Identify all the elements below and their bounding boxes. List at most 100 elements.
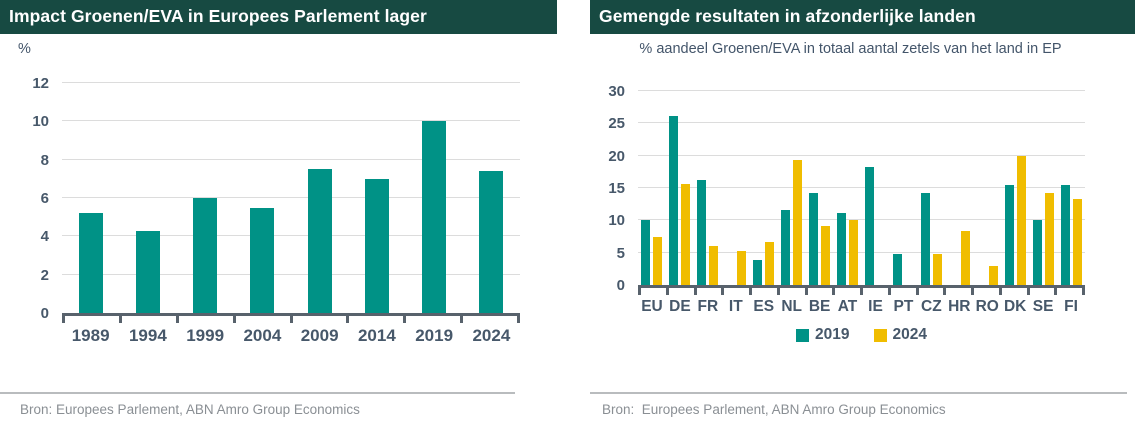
- x-axis-tick-label: 1999: [186, 326, 225, 345]
- x-axis-tick-label: IT: [728, 298, 743, 315]
- bar: [892, 253, 902, 285]
- x-axis-tick: [665, 288, 694, 295]
- x-axis-tick-label: 2019: [415, 326, 454, 345]
- gridline: [62, 158, 520, 160]
- x-axis-tick: [1054, 288, 1082, 295]
- x-axis-tick-label: 2009: [300, 326, 339, 345]
- x-axis-tick: [460, 316, 517, 323]
- bar: [697, 180, 707, 285]
- bar-group: [291, 83, 348, 313]
- bar: [765, 241, 775, 285]
- gridline: [62, 197, 520, 198]
- gridline: [638, 251, 1085, 253]
- gridline: [638, 122, 1085, 124]
- bar-group: [406, 83, 463, 313]
- bar: [1044, 192, 1054, 285]
- x-axis-tick-label: 1989: [71, 326, 110, 345]
- bar-group: [834, 91, 862, 285]
- bar: [837, 213, 847, 285]
- bar-group: [666, 91, 694, 285]
- y-axis-tick-label: 25: [608, 115, 625, 133]
- bar-group: [62, 83, 119, 313]
- x-axis-tick: [804, 288, 833, 295]
- bar: [669, 116, 679, 285]
- bar-group: [806, 91, 834, 285]
- bar: [641, 220, 651, 285]
- y-axis-tick-label: 4: [40, 228, 49, 246]
- x-axis-tick-label: CZ: [921, 298, 942, 315]
- bar: [307, 169, 332, 313]
- gridline: [62, 273, 520, 275]
- y-axis-tick-label: 10: [32, 113, 49, 131]
- bar: [364, 178, 389, 313]
- gridline: [638, 187, 1085, 188]
- x-axis-tick-label: ES: [753, 298, 775, 315]
- bar: [988, 265, 998, 285]
- x-axis-tick: [971, 288, 999, 295]
- x-axis-ticks: [638, 288, 1085, 295]
- y-axis-tick-label: 15: [608, 180, 625, 197]
- x-axis-tick: [118, 316, 176, 323]
- x-axis-tick-label: AT: [837, 298, 858, 315]
- x-axis-tick-label: 1994: [128, 326, 167, 345]
- chart-plot-area: 0 2 4 6 8 10 12: [32, 75, 520, 322]
- x-axis-tick: [749, 288, 777, 295]
- x-axis-tick-label: NL: [781, 298, 802, 315]
- legend-label: 2019: [815, 326, 850, 343]
- bar: [793, 159, 803, 285]
- x-axis-tick: [289, 316, 347, 323]
- bar: [78, 213, 103, 313]
- bar-group: [1057, 91, 1085, 285]
- x-axis-tick: [915, 288, 944, 295]
- x-axis-tick: [860, 288, 888, 295]
- x-axis-tick-label: SE: [1032, 298, 1054, 315]
- legend-item: 2024: [873, 326, 927, 344]
- legend-label: 2024: [892, 326, 927, 343]
- x-axis-tick-label: FR: [697, 298, 719, 315]
- bar: [753, 260, 763, 285]
- bar-group: [119, 83, 176, 313]
- gridline: [638, 219, 1085, 221]
- y-axis-tick-label: 6: [40, 190, 49, 207]
- bar: [1004, 185, 1014, 285]
- left-source-text: Bron: Europees Parlement, ABN Amro Group…: [20, 402, 360, 417]
- x-axis-tick: [832, 288, 860, 295]
- bar-chart-ep-impact: 0 2 4 6 8 10 12 1989 1994 1999 2004 2009 2014 2019 20…: [0, 57, 557, 346]
- bar-group: [348, 83, 405, 313]
- y-axis-tick-label: 20: [608, 147, 625, 165]
- right-chart-subtitle: % aandeel Groenen/EVA in totaal aantal z…: [639, 41, 1062, 57]
- right-source-text: Bron: Europees Parlement, ABN Amro Group…: [602, 402, 946, 417]
- y-axis-tick-label: 8: [40, 151, 49, 169]
- y-axis-tick-label: 30: [608, 83, 625, 100]
- bar: [1072, 199, 1082, 285]
- left-chart-panel: Impact Groenen/EVA in Europees Parlement…: [0, 0, 557, 422]
- left-chart-title: Impact Groenen/EVA in Europees Parlement…: [0, 0, 557, 34]
- gridline: [62, 82, 520, 83]
- chart-plot-area: 0 5 10 15 20 25 30: [608, 83, 1085, 294]
- bar: [737, 250, 747, 285]
- bar: [653, 237, 663, 285]
- x-axis-tick: [721, 288, 749, 295]
- bar: [809, 192, 819, 285]
- bar-group: [638, 91, 666, 285]
- y-axis-tick-label: 0: [40, 305, 49, 322]
- bar: [864, 167, 874, 285]
- x-axis-tick-label: PT: [893, 298, 914, 315]
- x-axis-tick-label: 2014: [357, 326, 396, 345]
- x-axis-tick-label: BE: [808, 298, 831, 315]
- x-axis-tick-label: DK: [1003, 298, 1027, 315]
- x-axis-tick: [943, 288, 971, 295]
- bar-group: [973, 91, 1001, 285]
- y-axis-tick-label: 12: [32, 75, 49, 92]
- bar-group: [1001, 91, 1029, 285]
- bar-group: [463, 83, 520, 313]
- gridline: [638, 154, 1085, 156]
- left-source-line: Bron: Europees Parlement, ABN Amro Group…: [0, 392, 515, 422]
- x-axis-tick-label: RO: [975, 298, 999, 315]
- bar-group: [1029, 91, 1057, 285]
- bar: [681, 184, 691, 285]
- x-axis-tick: [693, 288, 722, 295]
- right-chart-panel: Gemengde resultaten in afzonderlijke lan…: [590, 0, 1135, 422]
- x-axis-tick: [346, 316, 403, 323]
